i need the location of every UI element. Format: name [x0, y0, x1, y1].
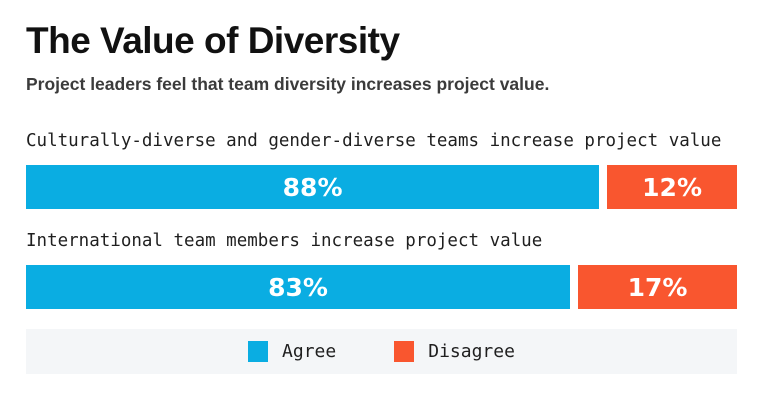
legend-item-disagree: Disagree	[394, 341, 515, 362]
bar-row: Culturally-diverse and gender-diverse te…	[26, 130, 737, 209]
legend-label: Disagree	[428, 341, 515, 362]
bar-row: International team members increase proj…	[26, 230, 737, 309]
bar-label: Culturally-diverse and gender-diverse te…	[26, 131, 722, 151]
value-label: 17%	[627, 272, 688, 302]
value-label: 12%	[642, 172, 702, 202]
stacked-bar: 88% 12%	[26, 165, 737, 209]
value-label: 88%	[282, 172, 343, 202]
legend-label: Agree	[282, 341, 337, 362]
stacked-bar: 83% 17%	[26, 265, 737, 309]
chart-subtitle: Project leaders feel that team diversity…	[26, 74, 550, 94]
legend: Agree Disagree	[26, 329, 737, 374]
agree-swatch-icon	[248, 341, 269, 362]
bar-label: International team members increase proj…	[26, 231, 543, 251]
value-label: 83%	[268, 272, 328, 302]
chart-container: The Value of Diversity Project leaders f…	[26, 20, 737, 374]
legend-item-agree: Agree	[248, 341, 336, 362]
disagree-segment: 17%	[578, 265, 737, 309]
disagree-swatch-icon	[394, 341, 415, 362]
agree-segment: 83%	[26, 265, 570, 309]
agree-segment: 88%	[26, 165, 600, 209]
disagree-segment: 12%	[607, 165, 737, 209]
chart-title: The Value of Diversity	[26, 20, 400, 61]
